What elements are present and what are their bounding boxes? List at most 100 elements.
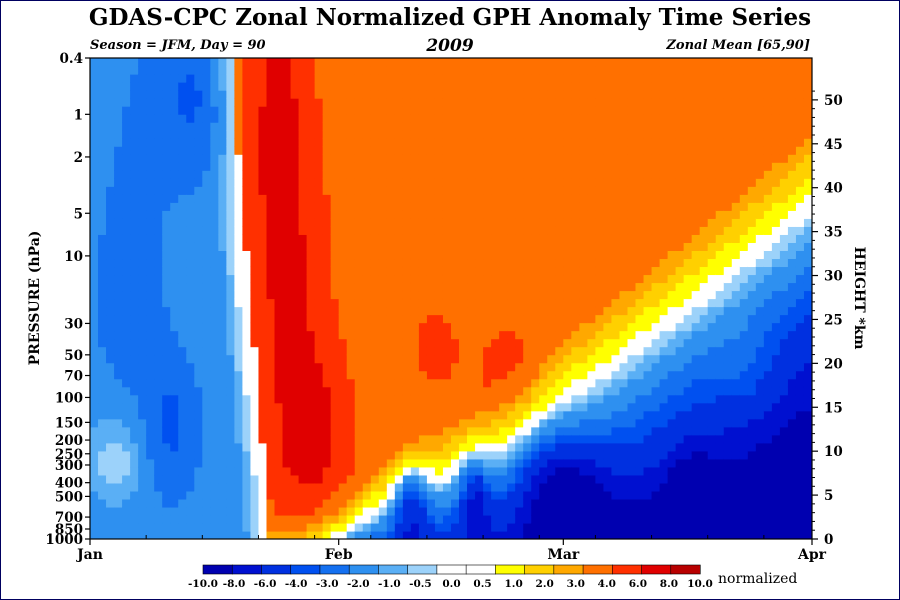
field-cell xyxy=(459,202,468,211)
field-cell xyxy=(619,66,629,75)
field-cell xyxy=(202,330,211,340)
field-cell xyxy=(475,162,484,171)
field-cell xyxy=(515,234,524,243)
field-cell xyxy=(106,322,115,332)
field-cell xyxy=(426,306,436,316)
field-cell xyxy=(675,306,685,316)
field-cell xyxy=(523,450,532,460)
field-cell xyxy=(242,234,252,243)
field-cell xyxy=(370,490,380,500)
field-cell xyxy=(434,218,444,227)
field-cell xyxy=(715,282,725,292)
field-cell xyxy=(707,130,717,139)
field-cell xyxy=(442,474,452,484)
field-cell xyxy=(218,298,227,308)
field-cell xyxy=(499,306,508,316)
field-cell xyxy=(683,474,693,484)
field-cell xyxy=(587,482,596,492)
field-cell xyxy=(507,258,516,268)
field-cell xyxy=(90,386,99,396)
field-cell xyxy=(130,434,139,444)
field-cell xyxy=(274,298,284,308)
field-cell xyxy=(146,210,155,219)
field-cell xyxy=(170,474,179,484)
field-cell xyxy=(378,242,388,251)
field-cell xyxy=(731,498,741,508)
field-cell xyxy=(186,282,195,292)
field-cell xyxy=(499,122,508,131)
field-cell xyxy=(611,242,621,251)
field-cell xyxy=(715,386,725,396)
field-cell xyxy=(154,306,163,316)
field-cell xyxy=(322,58,332,67)
field-cell xyxy=(531,330,540,340)
field-cell xyxy=(202,322,211,332)
field-cell xyxy=(475,266,484,276)
field-cell xyxy=(603,346,613,356)
field-cell xyxy=(122,178,131,187)
field-cell xyxy=(298,74,308,83)
field-cell xyxy=(747,98,757,107)
field-cell xyxy=(106,346,115,356)
field-cell xyxy=(434,490,444,500)
field-cell xyxy=(699,234,709,243)
field-cell xyxy=(595,426,605,436)
field-cell xyxy=(483,330,492,340)
field-cell xyxy=(723,138,733,147)
field-cell xyxy=(186,506,195,516)
field-cell xyxy=(707,482,717,492)
field-cell xyxy=(234,298,244,308)
field-cell xyxy=(475,274,484,284)
field-cell xyxy=(715,266,725,276)
field-cell xyxy=(451,274,460,284)
field-cell xyxy=(194,202,203,211)
field-cell xyxy=(434,130,444,139)
field-cell xyxy=(266,274,276,284)
field-cell xyxy=(539,218,548,227)
field-cell xyxy=(434,426,444,436)
field-cell xyxy=(699,490,709,500)
field-cell xyxy=(274,354,284,364)
field-cell xyxy=(362,322,372,332)
field-cell xyxy=(178,178,187,187)
field-cell xyxy=(723,98,733,107)
field-cell xyxy=(531,442,540,452)
field-cell xyxy=(314,66,324,75)
field-cell xyxy=(515,394,524,404)
field-cell xyxy=(90,74,99,83)
field-cell xyxy=(739,90,749,99)
field-cell xyxy=(410,418,420,428)
field-cell xyxy=(442,458,452,468)
field-cell xyxy=(659,274,669,284)
field-cell xyxy=(354,114,364,123)
field-cell xyxy=(523,418,532,428)
field-cell xyxy=(451,314,460,324)
field-cell xyxy=(234,450,244,460)
field-cell xyxy=(370,330,380,340)
field-cell xyxy=(459,74,468,83)
field-cell xyxy=(619,234,629,243)
field-cell xyxy=(723,450,733,460)
field-cell xyxy=(635,474,645,484)
field-cell xyxy=(218,418,227,428)
field-cell xyxy=(691,290,701,300)
field-cell xyxy=(210,266,219,276)
field-cell xyxy=(234,346,244,356)
field-cell xyxy=(114,202,123,211)
field-cell xyxy=(603,242,613,251)
field-cell xyxy=(122,114,131,123)
field-cell xyxy=(322,282,332,292)
field-cell xyxy=(178,122,187,131)
field-cell xyxy=(651,442,661,452)
field-cell xyxy=(114,146,123,155)
field-cell xyxy=(122,162,131,171)
field-cell xyxy=(667,66,677,75)
field-cell xyxy=(467,338,476,348)
field-cell xyxy=(146,306,155,316)
field-cell xyxy=(595,362,605,372)
field-cell xyxy=(683,458,693,468)
field-cell xyxy=(571,506,580,516)
field-cell xyxy=(523,394,532,404)
field-cell xyxy=(643,170,653,179)
field-cell xyxy=(282,434,292,444)
